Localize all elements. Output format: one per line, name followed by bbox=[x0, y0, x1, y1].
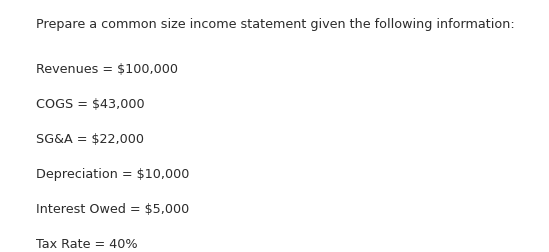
Text: Tax Rate = 40%: Tax Rate = 40% bbox=[36, 237, 137, 250]
Text: SG&A = $22,000: SG&A = $22,000 bbox=[36, 133, 144, 145]
Text: Depreciation = $10,000: Depreciation = $10,000 bbox=[36, 167, 189, 180]
Text: Interest Owed = $5,000: Interest Owed = $5,000 bbox=[36, 202, 189, 215]
Text: Revenues = $100,000: Revenues = $100,000 bbox=[36, 63, 178, 76]
Text: COGS = $43,000: COGS = $43,000 bbox=[36, 98, 144, 111]
Text: Prepare a common size income statement given the following information:: Prepare a common size income statement g… bbox=[36, 18, 514, 30]
